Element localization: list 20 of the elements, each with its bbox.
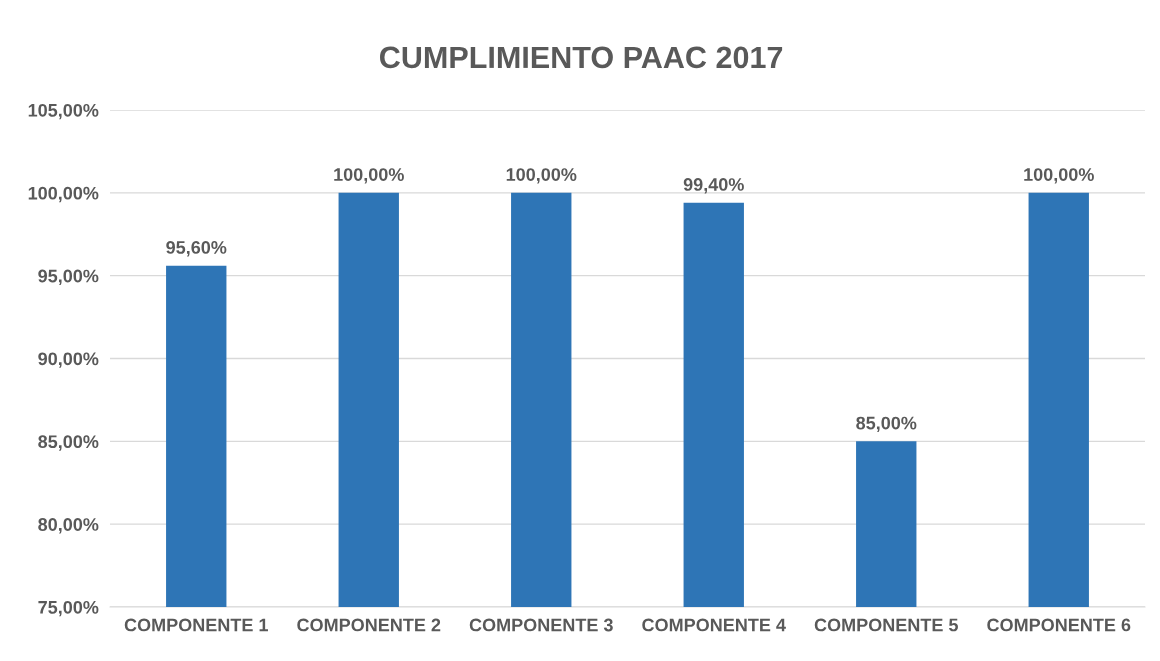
x-tick-label: COMPONENTE 2 [297,618,441,632]
y-tick-label: 75,00% [38,600,99,617]
x-tick-label: COMPONENTE 3 [469,618,613,632]
data-label: 99,40% [683,178,744,194]
data-label: 100,00% [334,168,404,184]
x-tick-label: COMPONENTE 1 [124,618,268,632]
data-label: 85,00% [856,416,917,433]
y-tick-label: 85,00% [38,435,99,451]
x-tick-label: COMPONENTE 6 [987,618,1131,632]
data-label: 100,00% [1024,168,1094,184]
y-tick-label: 90,00% [38,352,99,368]
data-label: 95,60% [166,241,227,257]
x-tick-label: COMPONENTE 4 [642,618,786,632]
data-label: 100,00% [506,168,577,184]
y-tick-label: 105,00% [28,103,99,120]
y-tick-label: 95,00% [38,269,99,285]
y-tick-label: 80,00% [38,518,99,534]
x-tick-label: COMPONENTE 5 [814,618,958,632]
chart-title: CUMPLIMIENTO PAAC 2017 [380,46,783,69]
y-tick-label: 100,00% [28,186,99,203]
